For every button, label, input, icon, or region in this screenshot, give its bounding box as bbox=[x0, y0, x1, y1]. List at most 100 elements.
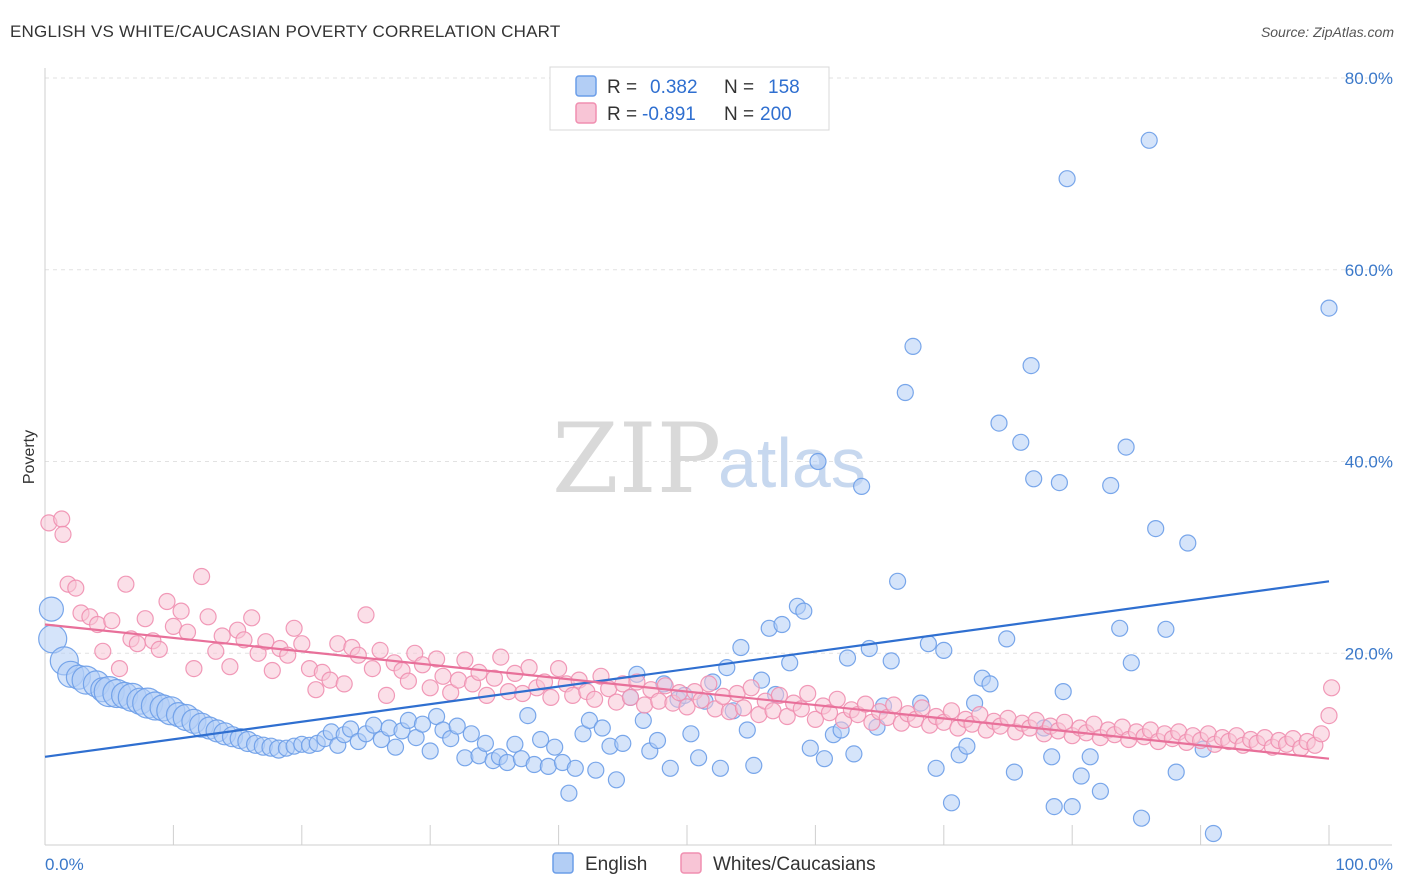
point-0-79 bbox=[614, 734, 632, 753]
point-0-89 bbox=[682, 725, 700, 743]
y-tick-label-2: 60.0% bbox=[1345, 261, 1393, 280]
watermark-atlas: atlas bbox=[718, 424, 866, 502]
point-0-151 bbox=[1132, 809, 1151, 827]
legend-n-label-whites: N = bbox=[724, 104, 754, 125]
point-0-0 bbox=[38, 596, 65, 622]
chart-title: ENGLISH VS WHITE/CAUCASIAN POVERTY CORRE… bbox=[10, 22, 561, 41]
point-0-159 bbox=[1320, 299, 1338, 317]
x-tick-labels: 0.0% 100.0% bbox=[45, 855, 1393, 874]
point-1-36 bbox=[293, 635, 311, 653]
point-0-134 bbox=[1012, 433, 1030, 451]
point-1-16 bbox=[150, 640, 168, 659]
point-0-43 bbox=[365, 716, 383, 734]
point-0-153 bbox=[1147, 519, 1165, 538]
point-1-31 bbox=[257, 633, 275, 651]
point-1-89 bbox=[670, 683, 688, 702]
point-0-117 bbox=[882, 652, 900, 670]
point-1-98 bbox=[734, 699, 753, 717]
point-1-77 bbox=[585, 690, 604, 708]
point-0-97 bbox=[738, 721, 756, 739]
legend-n-value-english: 158 bbox=[768, 77, 800, 98]
legend-r-value-whites: -0.891 bbox=[642, 104, 696, 125]
trend-line-1 bbox=[44, 623, 1330, 760]
point-0-108 bbox=[815, 750, 834, 768]
point-0-124 bbox=[935, 641, 953, 660]
legend-r-value-english: 0.382 bbox=[650, 77, 698, 98]
y-tick-labels: 20.0% 40.0% 60.0% 80.0% bbox=[1345, 69, 1393, 663]
point-0-50 bbox=[413, 715, 432, 733]
stats-legend: R = 0.382 N = 158 R = -0.891 N = 200 bbox=[549, 66, 830, 131]
point-0-155 bbox=[1167, 763, 1185, 781]
point-1-26 bbox=[221, 658, 239, 676]
point-0-96 bbox=[732, 638, 750, 657]
legend-n-label-english: N = bbox=[724, 77, 754, 98]
point-1-115 bbox=[856, 695, 875, 713]
chart-source: Source: ZipAtlas.com bbox=[1260, 24, 1394, 40]
point-1-58 bbox=[449, 671, 467, 689]
series-legend-swatch-english bbox=[552, 852, 574, 874]
point-0-138 bbox=[1043, 748, 1061, 766]
point-0-147 bbox=[1102, 476, 1120, 495]
point-1-51 bbox=[399, 672, 417, 690]
trend-lines bbox=[44, 580, 1330, 760]
point-1-23 bbox=[199, 608, 217, 626]
point-0-71 bbox=[560, 784, 578, 802]
point-1-4 bbox=[67, 579, 85, 597]
point-0-102 bbox=[773, 615, 791, 634]
scatter-points bbox=[38, 131, 1341, 843]
series-legend: English Whites/Caucasians bbox=[552, 852, 876, 875]
point-0-141 bbox=[1054, 682, 1072, 701]
series-legend-swatch-whites bbox=[680, 852, 702, 874]
x-tick-label-1: 100.0% bbox=[1335, 855, 1393, 874]
point-0-62 bbox=[498, 753, 516, 772]
point-1-59 bbox=[456, 651, 474, 669]
y-tick-label-1: 40.0% bbox=[1345, 453, 1393, 472]
point-0-133 bbox=[1005, 763, 1024, 781]
point-0-75 bbox=[587, 761, 605, 779]
point-0-90 bbox=[689, 749, 708, 767]
y-tick-label-3: 80.0% bbox=[1345, 69, 1393, 88]
point-0-152 bbox=[1140, 131, 1158, 149]
point-1-8 bbox=[94, 642, 112, 660]
point-1-40 bbox=[321, 671, 339, 689]
point-1-96 bbox=[720, 703, 739, 721]
point-1-127 bbox=[942, 702, 961, 720]
point-1-42 bbox=[335, 675, 353, 693]
point-0-123 bbox=[927, 759, 945, 777]
point-0-74 bbox=[580, 711, 599, 730]
point-1-19 bbox=[172, 602, 190, 620]
point-0-106 bbox=[801, 739, 819, 757]
point-0-84 bbox=[648, 731, 667, 750]
point-0-65 bbox=[519, 706, 537, 725]
point-0-107 bbox=[809, 452, 827, 471]
series-legend-label-english: English bbox=[585, 854, 647, 875]
grid-lines bbox=[45, 77, 1392, 654]
point-1-63 bbox=[485, 669, 503, 687]
point-0-154 bbox=[1157, 620, 1175, 638]
point-1-11 bbox=[117, 575, 135, 593]
point-0-146 bbox=[1091, 782, 1110, 800]
point-0-86 bbox=[661, 759, 679, 777]
point-0-127 bbox=[958, 737, 976, 755]
watermark-zip: ZIP bbox=[552, 403, 721, 515]
point-1-102 bbox=[764, 702, 782, 720]
point-0-105 bbox=[795, 602, 813, 620]
point-0-98 bbox=[745, 756, 763, 775]
point-1-9 bbox=[103, 612, 121, 630]
point-1-103 bbox=[770, 686, 789, 705]
point-1-67 bbox=[513, 684, 532, 703]
point-1-90 bbox=[678, 698, 696, 716]
point-1-179 bbox=[1312, 725, 1330, 743]
point-1-21 bbox=[185, 659, 203, 678]
point-0-150 bbox=[1122, 654, 1140, 672]
point-1-82 bbox=[621, 688, 640, 707]
point-0-142 bbox=[1058, 170, 1076, 188]
point-0-103 bbox=[781, 654, 799, 672]
point-1-72 bbox=[549, 659, 568, 678]
point-0-140 bbox=[1050, 474, 1069, 492]
legend-n-value-whites: 200 bbox=[760, 104, 792, 125]
point-0-51 bbox=[421, 742, 439, 760]
point-1-46 bbox=[363, 659, 381, 678]
watermark: ZIP atlas bbox=[552, 403, 866, 515]
point-0-119 bbox=[896, 383, 914, 402]
